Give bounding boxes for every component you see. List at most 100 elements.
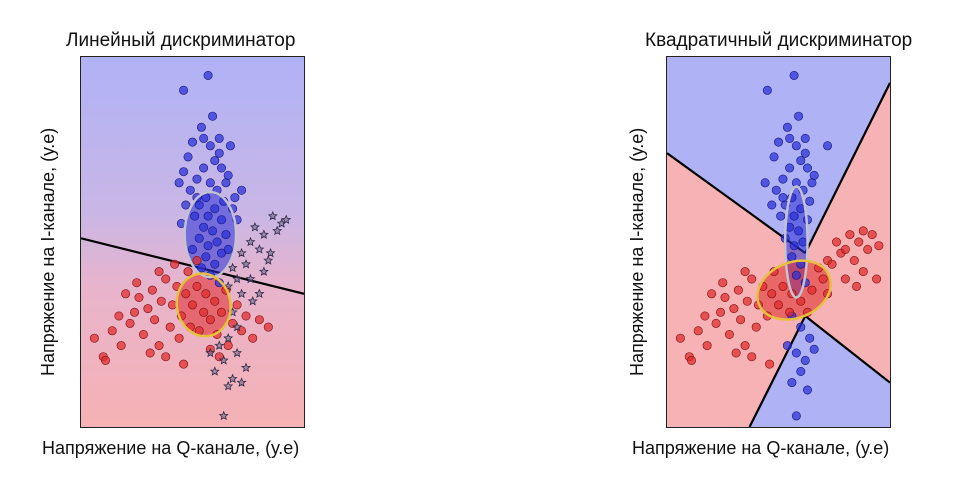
star-point <box>245 273 256 284</box>
red-point <box>852 281 862 291</box>
blue-point <box>181 200 191 210</box>
red-point <box>702 341 712 351</box>
red-point <box>729 304 739 314</box>
star-point <box>218 355 229 365</box>
red-point <box>114 311 124 321</box>
blue-point <box>800 355 810 365</box>
star-point <box>218 410 229 421</box>
plot-svg <box>81 57 304 427</box>
blue-point <box>205 178 215 188</box>
decision-boundary <box>748 315 807 427</box>
blue-point <box>796 366 806 376</box>
blue-point <box>185 185 195 195</box>
blue-point <box>774 137 784 147</box>
red-point <box>161 274 171 284</box>
red-point <box>733 285 743 295</box>
red-point <box>747 274 757 284</box>
red-point <box>785 307 795 317</box>
red-point <box>747 352 757 362</box>
blue-point <box>776 211 786 221</box>
blue-point <box>199 133 209 143</box>
blue-point <box>805 196 815 206</box>
red-point <box>742 296 752 306</box>
blue-point <box>769 152 779 162</box>
red-point <box>872 274 882 284</box>
blue-point <box>179 85 189 95</box>
red-point <box>716 307 726 317</box>
star-point <box>254 288 265 299</box>
blue-point <box>823 141 833 151</box>
blue-point <box>208 111 218 121</box>
blue-point <box>237 185 247 195</box>
red-point <box>167 300 177 310</box>
star-point <box>247 295 258 306</box>
red-point <box>724 329 734 339</box>
blue-point <box>183 152 193 162</box>
star-point <box>241 362 251 373</box>
red-point <box>818 274 828 284</box>
red-point <box>201 289 211 299</box>
red-point <box>192 256 202 266</box>
blue-point <box>796 322 806 332</box>
blue-cluster-ellipse <box>183 190 238 279</box>
star-point <box>232 347 243 358</box>
red-point <box>254 315 264 325</box>
star-point <box>223 332 234 343</box>
red-point <box>132 278 142 288</box>
red-point <box>827 259 837 269</box>
blue-point <box>210 156 220 166</box>
red-point <box>216 307 226 317</box>
red-point <box>170 259 180 269</box>
blue-point <box>796 156 806 166</box>
star-point <box>265 247 276 258</box>
red-point <box>125 318 135 328</box>
blue-point <box>782 341 792 351</box>
blue-point <box>199 163 209 173</box>
star-point <box>232 273 243 284</box>
red-point <box>223 341 233 351</box>
blue-point <box>791 348 801 358</box>
plot-area <box>666 56 891 428</box>
star-point <box>223 381 234 391</box>
blue-point <box>212 237 222 247</box>
red-point <box>718 278 728 288</box>
red-point <box>874 241 884 251</box>
decision-boundary <box>804 315 890 384</box>
decision-region-blue-bottom <box>749 316 890 427</box>
blue-point <box>205 141 215 151</box>
red-point <box>707 289 717 299</box>
decision-region-blue-top <box>667 57 890 254</box>
red-point <box>740 267 750 277</box>
red-point <box>248 333 258 343</box>
red-point <box>854 237 864 247</box>
blue-point <box>785 163 795 173</box>
red-point <box>711 318 721 328</box>
red-point <box>845 230 855 240</box>
red-point <box>156 296 166 306</box>
red-point <box>116 341 126 351</box>
blue-point <box>767 200 777 210</box>
star-point <box>236 288 247 299</box>
blue-point <box>789 71 799 80</box>
blue-point <box>201 252 211 262</box>
blue-point <box>809 170 819 180</box>
red-point <box>183 267 193 277</box>
red-point <box>675 333 685 343</box>
blue-point <box>216 163 226 173</box>
plot-svg <box>667 57 890 427</box>
blue-point <box>800 133 810 143</box>
blue-point <box>787 378 797 388</box>
red-point <box>205 315 215 325</box>
blue-point <box>800 148 810 158</box>
red-point <box>143 304 153 314</box>
blue-point <box>221 230 231 240</box>
red-point <box>831 237 841 247</box>
red-point <box>736 315 746 325</box>
star-point <box>232 321 243 332</box>
red-point <box>863 244 873 254</box>
red-point <box>174 333 184 343</box>
blue-point <box>203 71 213 80</box>
blue-point <box>199 222 209 232</box>
blue-point <box>214 278 224 288</box>
red-point <box>101 355 111 365</box>
